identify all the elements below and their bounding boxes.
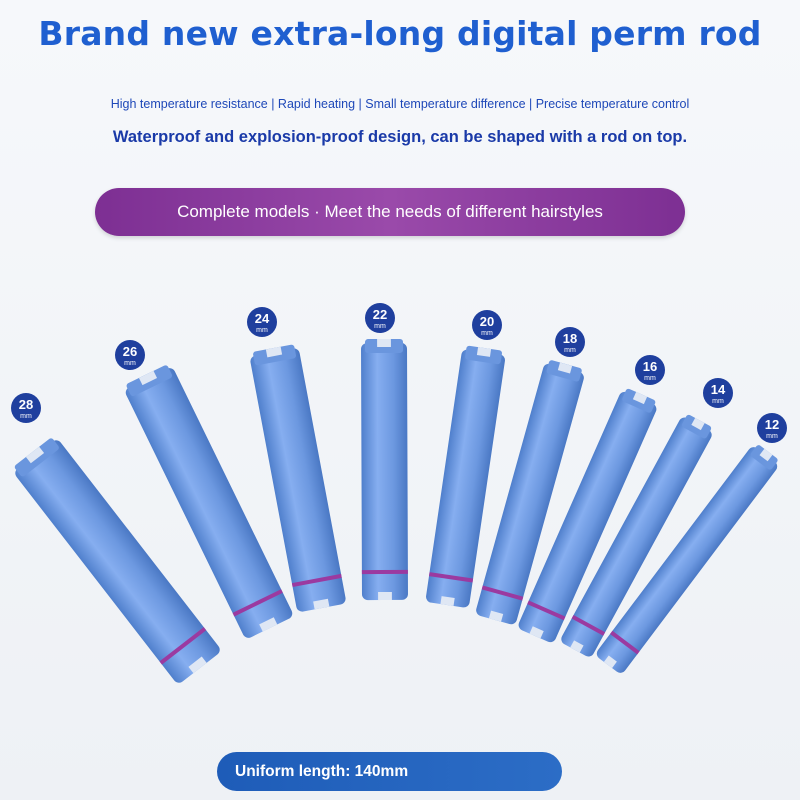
rod-band [159, 627, 207, 665]
size-unit: mm [644, 375, 656, 382]
size-badge [703, 378, 733, 408]
rod-body [125, 368, 293, 638]
rod-notch [476, 347, 492, 357]
size-unit: mm [481, 330, 493, 337]
size-unit: mm [256, 327, 268, 334]
perm-rod-14 [561, 414, 712, 657]
perm-rod-26 [125, 365, 293, 638]
rod-band [361, 569, 408, 575]
size-value: 18 [563, 331, 577, 346]
rod-body [596, 447, 778, 673]
rod-band [291, 573, 342, 588]
size-badge [247, 307, 277, 337]
rod-notch [259, 617, 278, 632]
models-banner-text: Complete models · Meet the needs of diff… [177, 202, 603, 221]
rod-notch [313, 598, 330, 610]
perm-rod-12 [596, 445, 778, 673]
size-value: 12 [765, 417, 779, 432]
rod-notch [440, 596, 455, 606]
rod-body [561, 417, 712, 657]
size-value: 14 [711, 382, 726, 397]
size-unit: mm [564, 347, 576, 354]
rod-notch [570, 640, 584, 653]
rod-notch [138, 370, 158, 386]
rod-notch [557, 362, 573, 374]
rod-body [250, 348, 346, 612]
perm-rod-16 [518, 388, 657, 643]
rod-body [426, 349, 505, 608]
size-unit: mm [124, 360, 136, 367]
perm-rod-18 [476, 360, 584, 625]
size-unit: mm [374, 323, 386, 330]
size-value: 22 [373, 307, 387, 322]
rod-notch [265, 346, 283, 358]
rod-body [361, 342, 408, 601]
design-text: Waterproof and explosion-proof design, c… [112, 128, 688, 146]
rod-notch [691, 417, 705, 431]
size-unit: mm [20, 413, 32, 420]
models-banner: Complete models · Meet the needs of diff… [95, 188, 685, 236]
features-text: High temperature resistance | Rapid heat… [110, 97, 690, 111]
rod-band [571, 615, 606, 636]
size-badge [757, 413, 787, 443]
size-badge [635, 355, 665, 385]
page-title: Brand new extra-long digital perm rod [38, 14, 762, 53]
size-badge [365, 303, 395, 333]
size-unit: mm [712, 398, 724, 405]
rod-notch [377, 338, 391, 348]
perm-rod-24 [250, 344, 346, 612]
rod-notch [488, 610, 504, 622]
size-unit: mm [766, 433, 778, 440]
size-value: 16 [643, 359, 657, 374]
rod-notch [529, 626, 544, 639]
rod-band [481, 585, 524, 601]
rod-band [232, 589, 283, 617]
size-value: 20 [480, 314, 494, 329]
size-badge [472, 310, 502, 340]
perm-rod-28 [14, 438, 220, 683]
perm-rod-22 [361, 338, 408, 601]
rod-notch [378, 591, 392, 601]
rod-notch [632, 391, 648, 405]
size-value: 28 [19, 397, 33, 412]
rod-band [428, 572, 474, 583]
rod-notch [25, 446, 45, 464]
size-badge [115, 340, 145, 370]
rod-notch [759, 448, 773, 462]
size-value: 24 [255, 311, 270, 326]
size-badge [11, 393, 41, 423]
length-banner: Uniform length: 140mm [217, 752, 562, 791]
rod-band [527, 600, 566, 621]
rod-body [15, 440, 220, 683]
rod-band [610, 630, 640, 655]
length-banner-text: Uniform length: 140mm [235, 762, 409, 780]
size-value: 26 [123, 344, 137, 359]
rod-notch [603, 655, 617, 669]
rod-notch [188, 656, 207, 674]
size-badge [555, 327, 585, 357]
rod-body [476, 363, 584, 625]
rod-body [518, 391, 657, 643]
perm-rod-20 [426, 345, 505, 608]
